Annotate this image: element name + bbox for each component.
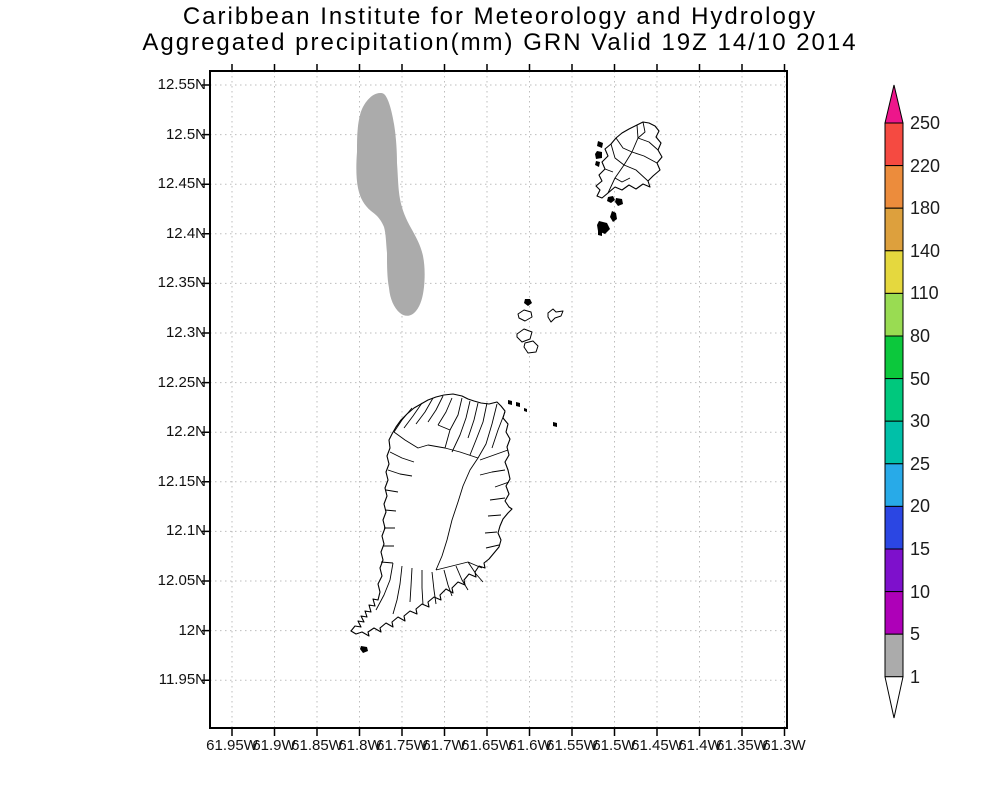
x-axis-label: 61.5W xyxy=(592,737,636,754)
x-axis-label: 61.55W xyxy=(546,737,598,754)
page-title: Caribbean Institute for Meteorology and … xyxy=(182,3,818,30)
mid-channel-islets xyxy=(516,308,564,354)
x-axis-label: 61.35W xyxy=(716,737,768,754)
x-axis-label: 61.65W xyxy=(461,737,513,754)
x-axis-label: 61.6W xyxy=(508,737,552,754)
x-axis-label: 61.8W xyxy=(338,737,382,754)
colorbar-label: 10 xyxy=(910,582,931,602)
x-axis-label: 61.45W xyxy=(631,737,683,754)
colorbar-label: 180 xyxy=(910,198,941,218)
colorbar-segment xyxy=(884,207,904,252)
colorbar-segment xyxy=(884,292,904,337)
x-axis-label: 61.7W xyxy=(422,737,466,754)
x-axis-label: 61.4W xyxy=(678,737,722,754)
colorbar-segment xyxy=(884,505,904,550)
y-axis-label: 12N xyxy=(178,622,206,639)
y-axis-label: 12.25N xyxy=(157,374,206,391)
y-axis-label: 12.1N xyxy=(165,522,206,539)
grenada-coastline xyxy=(350,393,513,637)
y-axis-label: 12.35N xyxy=(157,274,206,291)
y-axis-label: 12.55N xyxy=(157,76,206,93)
colorbar-segment xyxy=(884,378,904,422)
colorbar-label: 5 xyxy=(910,624,921,644)
x-axis-label: 61.85W xyxy=(291,737,343,754)
grid-horizontal-lines xyxy=(210,84,787,681)
bottom-ticks xyxy=(231,728,786,736)
x-axis-label: 61.9W xyxy=(252,737,296,754)
colorbar-label: 80 xyxy=(910,326,931,346)
x-axis-label: 61.95W xyxy=(206,737,258,754)
colorbar-segment xyxy=(884,335,904,380)
carriacou-island xyxy=(595,121,663,199)
colorbar-label: 220 xyxy=(910,156,941,176)
grenada-island xyxy=(350,393,513,637)
colorbar-segment xyxy=(884,548,904,593)
carriacou-parcel-boundaries xyxy=(604,121,659,194)
colorbar-segment xyxy=(884,122,904,167)
axis-ticks xyxy=(202,64,786,736)
precipitation-region-1-5mm xyxy=(356,93,425,316)
top-ticks xyxy=(231,64,786,71)
colorbar-label: 1 xyxy=(910,667,921,687)
colorbar-label: 30 xyxy=(910,411,931,431)
y-axis-label: 12.15N xyxy=(157,473,206,490)
colorbar xyxy=(884,84,904,719)
x-axis-label: 61.75W xyxy=(376,737,428,754)
y-axis-label: 12.45N xyxy=(157,175,206,192)
y-axis-label: 12.5N xyxy=(165,126,206,143)
colorbar-segment xyxy=(884,591,904,635)
colorbar-label: 50 xyxy=(910,369,931,389)
colorbar-label: 140 xyxy=(910,241,941,261)
y-axis-label: 12.2N xyxy=(165,423,206,440)
watershed-boundaries xyxy=(375,395,510,615)
colorbar-segment xyxy=(884,165,904,209)
page-subtitle: Aggregated precipitation(mm) GRN Valid 1… xyxy=(142,29,858,56)
colorbar-label: 15 xyxy=(910,539,931,559)
y-axis-label: 12.4N xyxy=(165,225,206,242)
colorbar-segment xyxy=(884,250,904,294)
y-axis-label: 12.3N xyxy=(165,324,206,341)
colorbar-label: 250 xyxy=(910,113,941,133)
grid-lines xyxy=(210,71,787,728)
y-axis-label: 12.05N xyxy=(157,572,206,589)
colorbar-segment xyxy=(884,633,904,678)
left-ticks xyxy=(202,84,210,681)
colorbar-top-arrow xyxy=(884,84,904,124)
colorbar-segment xyxy=(884,463,904,507)
grid-vertical-lines xyxy=(231,71,785,728)
colorbar-segment xyxy=(884,420,904,465)
colorbar-bottom-arrow xyxy=(884,676,904,719)
colorbar-label: 20 xyxy=(910,496,931,516)
y-axis-label: 11.95N xyxy=(158,671,206,688)
plot-border xyxy=(209,70,788,729)
x-axis-label: 61.3W xyxy=(762,737,806,754)
colorbar-label: 110 xyxy=(910,283,939,303)
colorbar-label: 25 xyxy=(910,454,931,474)
